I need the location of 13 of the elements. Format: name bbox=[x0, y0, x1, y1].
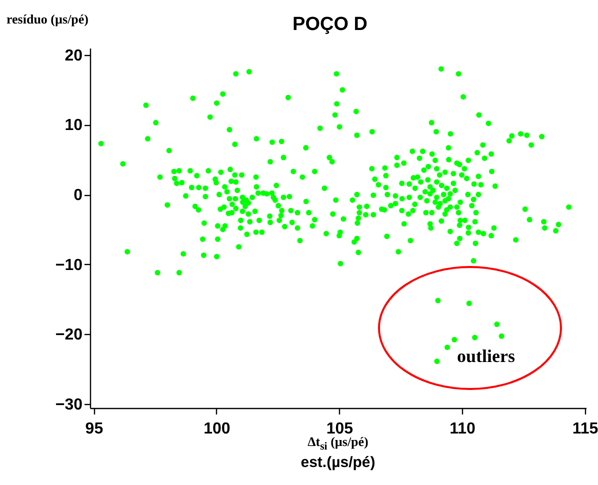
chart-title: POÇO D bbox=[292, 14, 368, 36]
y-tick-label: 20 bbox=[64, 47, 83, 64]
y-tick-label: −10 bbox=[55, 256, 83, 274]
y-tick-label: −20 bbox=[55, 326, 83, 344]
y-tick-label: 0 bbox=[74, 187, 83, 204]
x-tick-label: 100 bbox=[204, 420, 230, 438]
x-tick-label: 115 bbox=[572, 420, 598, 438]
y-tick-label: 10 bbox=[64, 117, 83, 134]
y-axis-title: resíduo (µs/pé) bbox=[6, 12, 89, 26]
x-tick-label: 95 bbox=[85, 420, 104, 438]
annotation: outliers bbox=[457, 346, 515, 367]
y-tick-label: −30 bbox=[55, 396, 83, 414]
x-tick-label: 110 bbox=[450, 420, 476, 438]
